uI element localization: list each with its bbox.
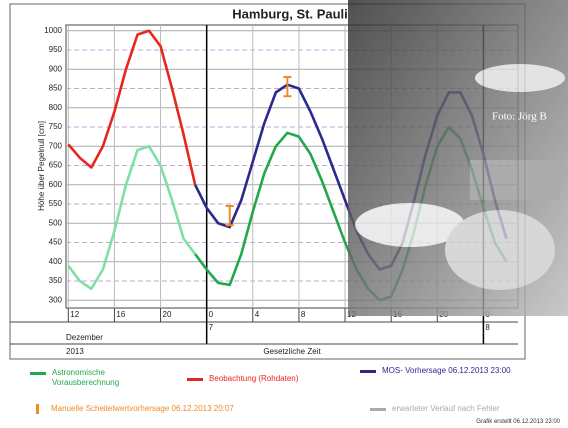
legend-swatch bbox=[370, 408, 386, 411]
year-label: 2013 bbox=[66, 347, 84, 356]
legend-label: Astronomische Vorausberechnung bbox=[52, 368, 150, 388]
legend-label: MOS- Vorhersage 06.12.2013 23:00 bbox=[382, 366, 511, 376]
legend-item: Manuelle Scheitelwertvorhersage 06.12.20… bbox=[30, 404, 280, 414]
legend-item: Astronomische Vorausberechnung bbox=[30, 368, 150, 388]
photo: Foto: Jörg B bbox=[348, 0, 568, 316]
x-tick-label: 12 bbox=[70, 310, 79, 319]
y-tick-label: 700 bbox=[49, 141, 63, 150]
photo-plate bbox=[475, 64, 565, 92]
y-tick-label: 900 bbox=[49, 64, 63, 73]
y-tick-label: 850 bbox=[49, 84, 63, 93]
y-tick-label: 750 bbox=[49, 122, 63, 131]
y-tick-label: 650 bbox=[49, 161, 63, 170]
legend-item: MOS- Vorhersage 06.12.2013 23:00 bbox=[360, 366, 530, 376]
photo-credit: Foto: Jörg B bbox=[492, 111, 547, 123]
y-tick-label: 400 bbox=[49, 257, 63, 266]
x-tick-label: 4 bbox=[255, 310, 260, 319]
y-tick-label: 350 bbox=[49, 276, 63, 285]
month-label: Dezember bbox=[66, 333, 103, 342]
x-tick-label: 0 bbox=[209, 310, 214, 319]
x-tick-label: 20 bbox=[163, 310, 172, 319]
y-tick-label: 300 bbox=[49, 295, 63, 304]
legend-label: erwarteter Verlauf nach Fehler bbox=[392, 404, 500, 414]
legend-item: Beobachtung (Rohdaten) bbox=[187, 374, 337, 384]
legend-swatch bbox=[30, 372, 46, 375]
day-label: 7 bbox=[209, 323, 214, 332]
legend-swatch bbox=[360, 370, 376, 373]
legend-swatch bbox=[187, 378, 203, 381]
y-tick-label: 950 bbox=[49, 45, 63, 54]
photo-plate bbox=[445, 210, 555, 290]
y-tick-label: 450 bbox=[49, 238, 63, 247]
chart: Hamburg, St. Pauli Höhe über Pegelnull [… bbox=[0, 0, 568, 360]
y-tick-label: 600 bbox=[49, 180, 63, 189]
chart-title: Hamburg, St. Pauli bbox=[232, 6, 348, 21]
y-tick-label: 550 bbox=[49, 199, 63, 208]
page: Hamburg, St. Pauli Höhe über Pegelnull [… bbox=[0, 0, 568, 428]
legend-label: Manuelle Scheitelwertvorhersage 06.12.20… bbox=[51, 404, 234, 414]
x-tick-label: 8 bbox=[301, 310, 306, 319]
x-tick-label: 16 bbox=[116, 310, 125, 319]
legend-label: Beobachtung (Rohdaten) bbox=[209, 374, 298, 384]
day-label: 8 bbox=[485, 323, 490, 332]
photo-shape bbox=[470, 160, 560, 200]
y-tick-label: 500 bbox=[49, 218, 63, 227]
y-tick-label: 1000 bbox=[44, 26, 62, 35]
legend-swatch bbox=[36, 404, 39, 414]
y-axis-label: Höhe über Pegelnull [cm] bbox=[37, 121, 46, 211]
footer: Grafik erstellt 06.12.2013 23:00 bbox=[476, 419, 560, 425]
x-axis-label: Gesetzliche Zeit bbox=[263, 347, 321, 356]
y-tick-label: 800 bbox=[49, 103, 63, 112]
legend-item: erwarteter Verlauf nach Fehler bbox=[370, 404, 520, 414]
